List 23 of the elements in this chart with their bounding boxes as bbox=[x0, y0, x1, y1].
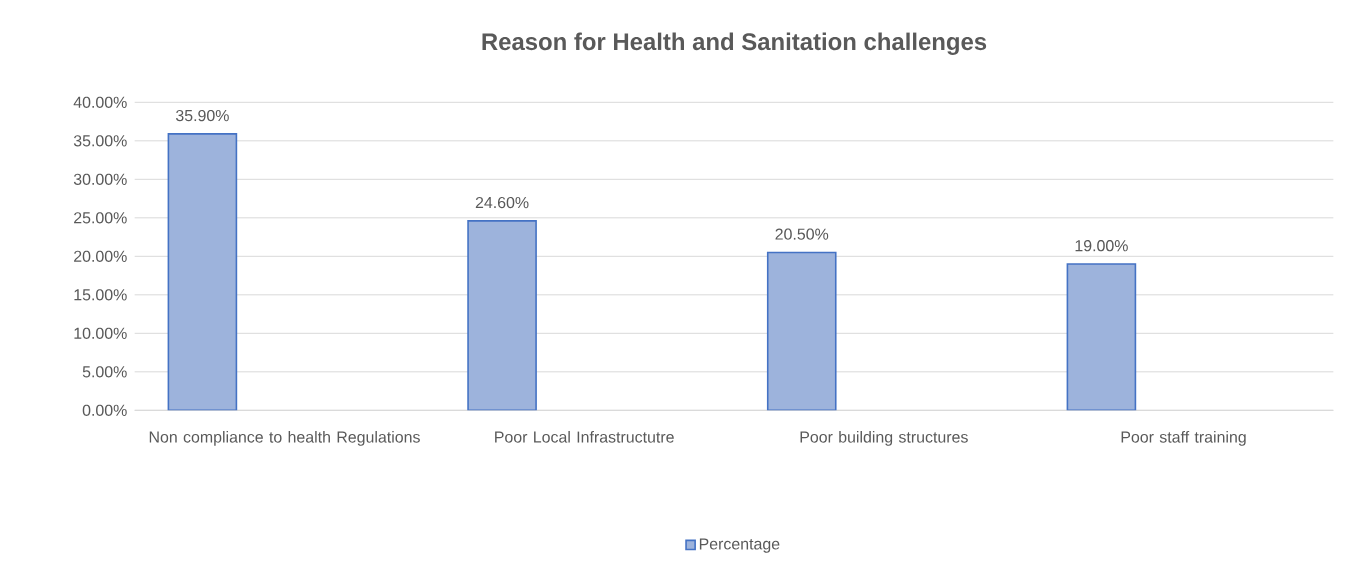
y-tick-label: 15.00% bbox=[74, 289, 127, 301]
legend-label: Percentage bbox=[699, 538, 780, 553]
x-tick-label: Poor staff training bbox=[1121, 431, 1246, 446]
y-tick-label: 20.00% bbox=[74, 250, 127, 262]
y-tick-label: 25.00% bbox=[74, 212, 127, 224]
x-tick-label: Poor Local Infrastructutre bbox=[495, 431, 674, 443]
y-tick-label: 35.00% bbox=[73, 135, 127, 147]
x-tick-label: Non compliance to health Regulations bbox=[149, 431, 420, 446]
data-label: 20.50% bbox=[775, 228, 829, 240]
data-label: 35.90% bbox=[175, 109, 229, 122]
x-tick-label: Poor building structures bbox=[800, 431, 968, 446]
y-tick-label: 30.00% bbox=[73, 173, 127, 185]
bar bbox=[167, 133, 238, 411]
bar bbox=[766, 251, 837, 411]
y-tick-label: 40.00% bbox=[73, 96, 127, 108]
data-label: 24.60% bbox=[475, 196, 529, 209]
y-tick-label: 5.00% bbox=[82, 366, 127, 378]
y-tick-label: 0.00% bbox=[82, 404, 127, 416]
chart-title: Reason for Health and Sanitation challenges bbox=[482, 32, 987, 55]
bar bbox=[467, 220, 537, 411]
y-tick-label: 10.00% bbox=[74, 327, 127, 339]
bar bbox=[1066, 263, 1137, 411]
data-label: 19.00% bbox=[1075, 240, 1128, 252]
